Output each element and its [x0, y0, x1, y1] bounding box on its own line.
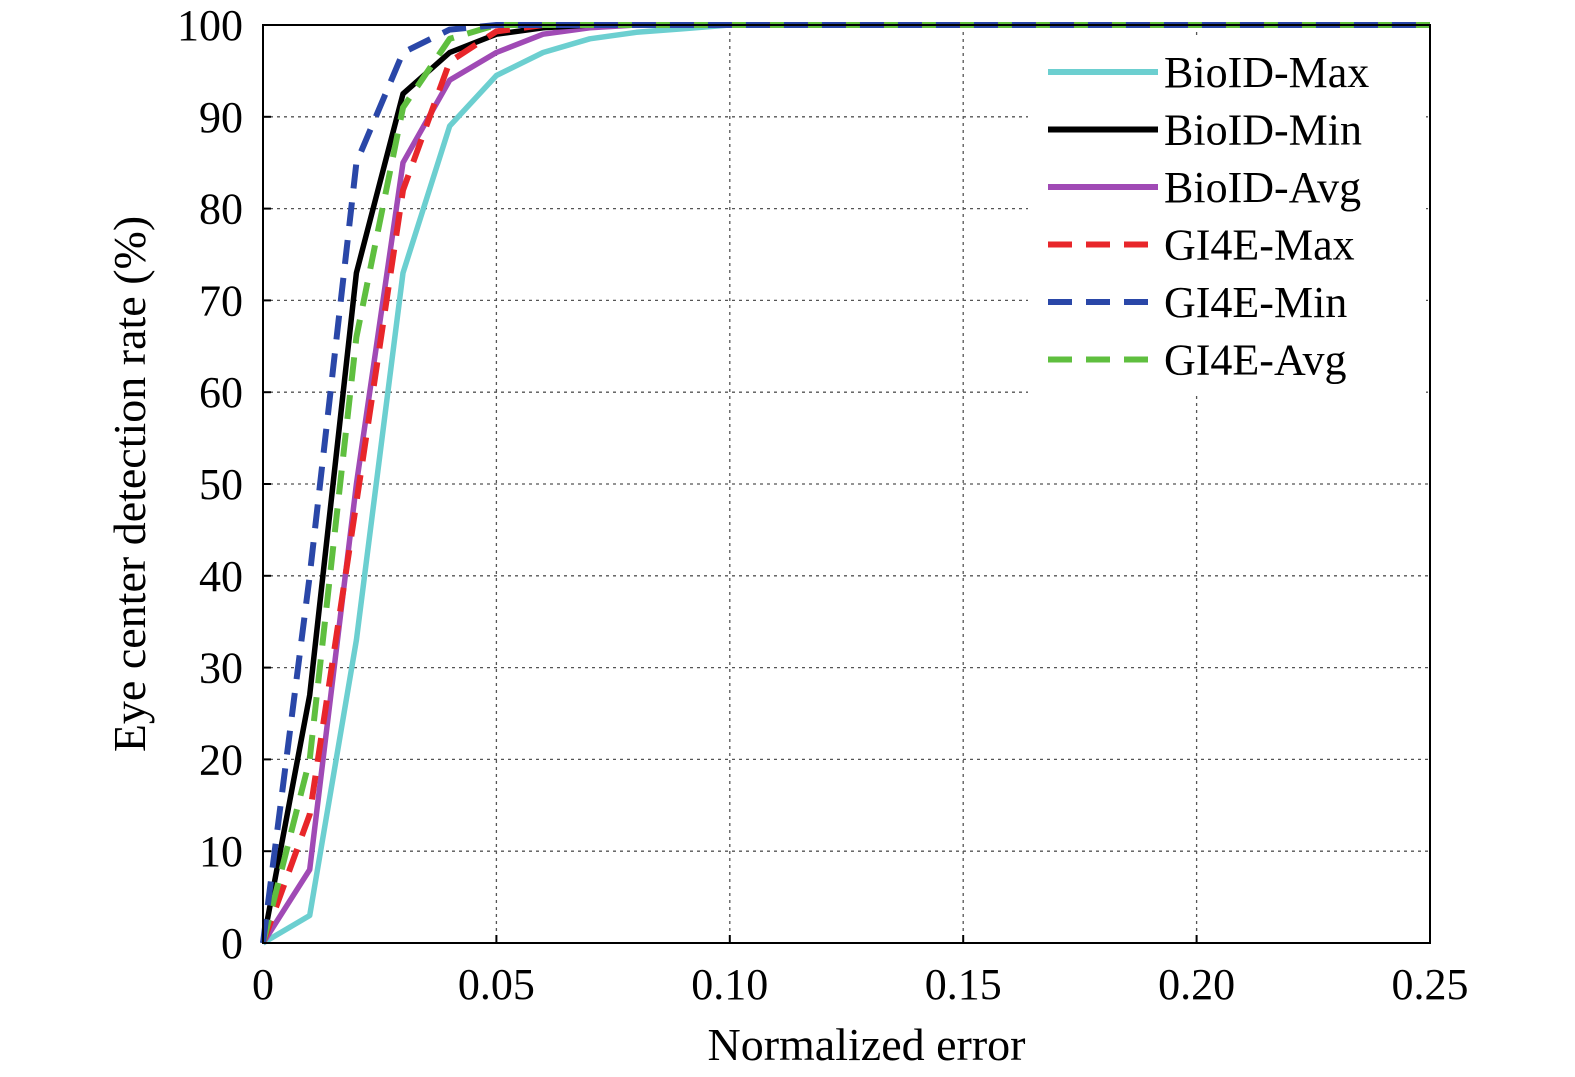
y-tick-label: 0: [221, 919, 243, 968]
x-axis-ticks: 0 0.05 0.10 0.15 0.20 0.25: [252, 935, 1469, 1009]
grid: [263, 25, 1430, 943]
legend-label-bioid-max: BioID-Max: [1164, 48, 1369, 97]
x-tick-label: 0: [252, 960, 274, 1009]
y-axis-title: Eye center detection rate (%): [104, 216, 155, 752]
y-tick-label: 80: [199, 185, 243, 234]
y-axis-ticks: 0 10 20 30 40 50 60 70 80 90 100: [177, 1, 271, 968]
legend-label-gi4e-avg: GI4E-Avg: [1164, 336, 1346, 385]
x-tick-label: 0.20: [1158, 960, 1235, 1009]
y-tick-label: 60: [199, 368, 243, 417]
y-tick-label: 10: [199, 827, 243, 876]
x-tick-label: 0.25: [1392, 960, 1469, 1009]
legend-label-gi4e-max: GI4E-Max: [1164, 221, 1355, 270]
y-tick-label: 100: [177, 1, 243, 50]
y-tick-label: 30: [199, 644, 243, 693]
x-axis-title: Normalized error: [707, 1019, 1025, 1070]
legend-box: [1028, 38, 1426, 394]
y-tick-label: 40: [199, 552, 243, 601]
series-line-gi4e-min: [260, 22, 1430, 944]
legend: BioID-Max BioID-Min BioID-Avg GI4E-Max GI4E-…: [1028, 38, 1426, 394]
y-tick-label: 70: [199, 276, 243, 325]
y-tick-label: 20: [199, 735, 243, 784]
legend-label-bioid-avg: BioID-Avg: [1164, 163, 1361, 212]
y-tick-label: 90: [199, 93, 243, 142]
y-tick-label: 50: [199, 460, 243, 509]
x-tick-label: 0.10: [691, 960, 768, 1009]
x-tick-label: 0.15: [925, 960, 1002, 1009]
legend-label-gi4e-min: GI4E-Min: [1164, 278, 1347, 327]
legend-label-bioid-min: BioID-Min: [1164, 106, 1362, 155]
x-tick-label: 0.05: [458, 960, 535, 1009]
